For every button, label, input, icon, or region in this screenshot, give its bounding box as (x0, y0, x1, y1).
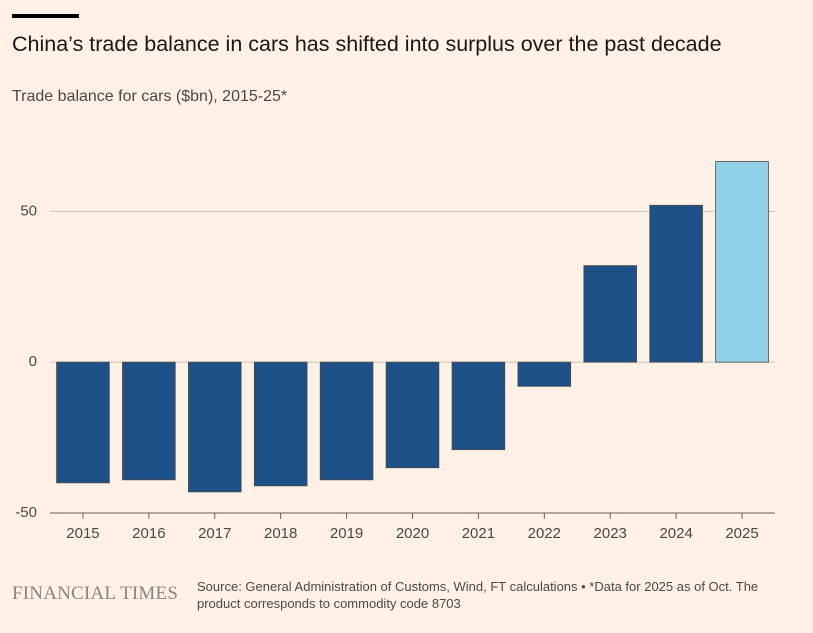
bar (451, 361, 506, 451)
y-tick-label: -50 (15, 504, 37, 521)
x-tick-label: 2025 (725, 525, 758, 542)
bar (253, 361, 308, 487)
x-tick-label: 2021 (462, 525, 495, 542)
bar (649, 204, 703, 363)
bar (188, 361, 242, 493)
x-tick-label: 2017 (198, 525, 231, 542)
x-tick-label: 2018 (264, 525, 297, 542)
x-tick-label: 2024 (659, 525, 692, 542)
source-note: Source: General Administration of Custom… (197, 579, 759, 611)
x-tick-label: 2020 (396, 525, 429, 542)
bar (517, 361, 572, 387)
bar (122, 361, 176, 481)
x-tick-label: 2023 (594, 525, 627, 542)
header-rule (12, 14, 79, 18)
chart: -50 0 50 2015 2016 2017 2018 2019 2020 2021 2022 20… (15, 161, 775, 542)
brand: FINANCIAL TIMES (12, 583, 179, 604)
bar (56, 361, 110, 484)
chart-subtitle: Trade balance for cars ($bn), 2015-25* (12, 88, 288, 105)
chart-title: China’s trade balance in cars has shifte… (12, 32, 722, 56)
bar (319, 361, 374, 481)
x-tick-label: 2019 (330, 525, 363, 542)
bar (715, 161, 769, 363)
x-tick-label: 2015 (66, 525, 99, 542)
x-tick-label: 2022 (528, 525, 561, 542)
y-tick-label: 0 (29, 353, 37, 370)
y-tick-label: 50 (20, 202, 37, 219)
x-tick-label: 2016 (132, 525, 165, 542)
bar (385, 361, 440, 469)
bar (583, 265, 637, 363)
